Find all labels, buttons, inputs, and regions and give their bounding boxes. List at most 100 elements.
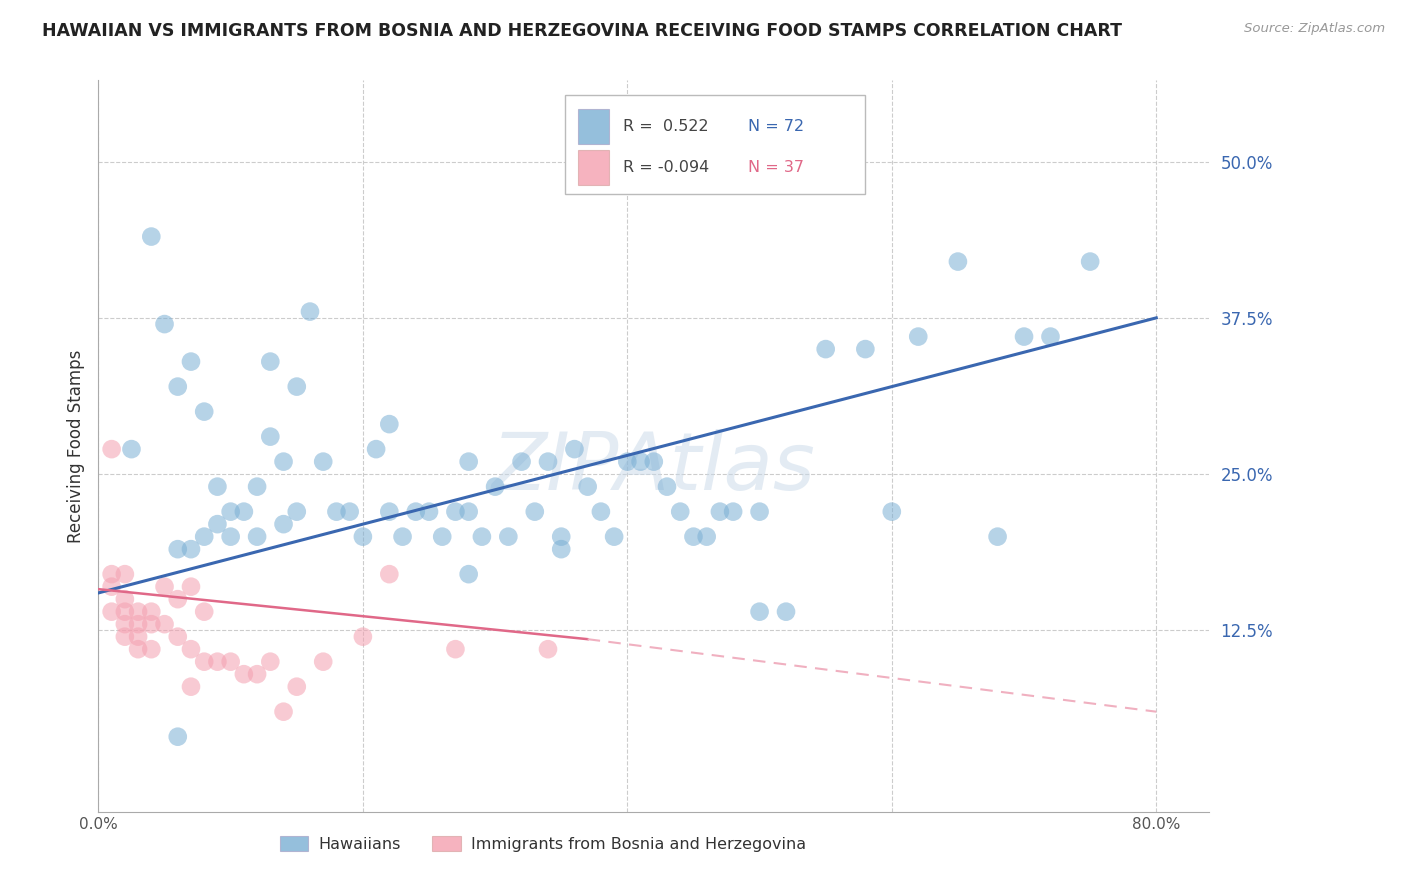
Point [153,317,176,331]
Point [405,505,427,519]
Point [298,304,321,318]
Point [166,379,188,393]
Point [471,530,494,544]
Point [285,680,308,694]
Point [1078,254,1101,268]
Point [193,530,215,544]
Legend: Hawaiians, Immigrants from Bosnia and Herzegovina: Hawaiians, Immigrants from Bosnia and He… [273,830,813,859]
FancyBboxPatch shape [578,150,609,185]
Point [207,480,229,494]
Point [127,617,149,632]
Point [775,605,797,619]
Point [457,505,479,519]
Point [748,505,770,519]
Point [193,404,215,418]
Point [312,455,335,469]
Point [180,580,202,594]
Text: ZIPAtlas: ZIPAtlas [492,429,815,507]
Point [207,517,229,532]
Point [127,642,149,657]
Point [193,655,215,669]
Point [180,354,202,368]
Point [312,655,335,669]
Point [114,592,136,607]
Point [246,530,269,544]
Text: R =  0.522: R = 0.522 [623,119,709,134]
Point [352,530,374,544]
Point [114,630,136,644]
Point [127,605,149,619]
Point [166,592,188,607]
Point [444,642,467,657]
FancyBboxPatch shape [565,95,865,194]
Point [121,442,143,457]
Point [232,667,254,681]
Point [114,605,136,619]
Point [498,530,520,544]
Point [180,642,202,657]
Point [166,542,188,557]
Point [325,505,347,519]
Point [630,455,652,469]
Point [207,655,229,669]
Point [193,605,215,619]
Point [141,642,163,657]
Point [141,605,163,619]
Point [153,580,176,594]
Text: HAWAIIAN VS IMMIGRANTS FROM BOSNIA AND HERZEGOVINA RECEIVING FOOD STAMPS CORRELA: HAWAIIAN VS IMMIGRANTS FROM BOSNIA AND H… [42,22,1122,40]
Point [141,229,163,244]
Point [418,505,440,519]
Point [246,667,269,681]
Point [523,505,546,519]
Point [537,455,560,469]
Text: N = 37: N = 37 [748,160,804,175]
Point [100,567,122,582]
Text: Source: ZipAtlas.com: Source: ZipAtlas.com [1244,22,1385,36]
Point [853,342,876,356]
Point [352,630,374,644]
Point [219,655,242,669]
Point [273,517,295,532]
Point [100,442,122,457]
Point [219,530,242,544]
Point [259,655,281,669]
Point [748,605,770,619]
Point [391,530,413,544]
Point [339,505,361,519]
Point [259,429,281,443]
Point [550,542,572,557]
Point [709,505,731,519]
Point [378,505,401,519]
Point [589,505,612,519]
Point [285,379,308,393]
Point [987,530,1010,544]
Point [603,530,626,544]
Point [880,505,903,519]
Point [537,642,560,657]
Point [378,567,401,582]
Point [273,705,295,719]
Point [219,505,242,519]
Point [100,605,122,619]
Point [285,505,308,519]
Point [246,480,269,494]
Point [180,542,202,557]
Point [1039,329,1062,343]
Point [616,455,638,469]
Point [366,442,388,457]
Point [1012,329,1035,343]
Point [814,342,837,356]
Point [721,505,744,519]
Point [100,580,122,594]
Point [432,530,454,544]
Point [696,530,718,544]
Point [127,630,149,644]
Point [444,505,467,519]
FancyBboxPatch shape [578,109,609,144]
Point [180,680,202,694]
Point [457,455,479,469]
Point [114,617,136,632]
Text: R = -0.094: R = -0.094 [623,160,709,175]
Point [232,505,254,519]
Point [166,630,188,644]
